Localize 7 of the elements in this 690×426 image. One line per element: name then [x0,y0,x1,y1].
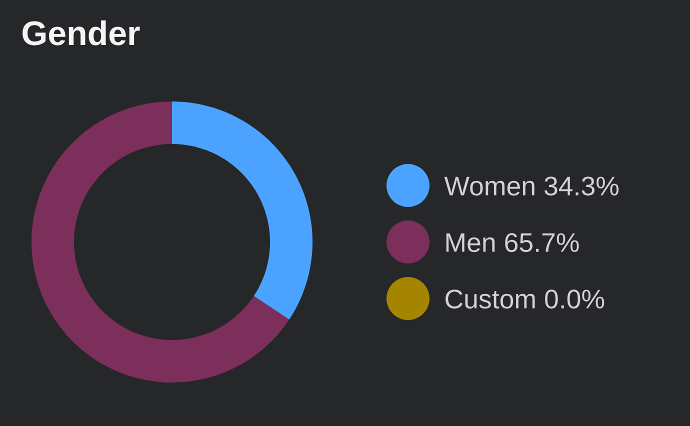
legend-label: Custom [446,290,535,309]
data-label: 34.3% [544,176,619,196]
chart-title: Gender [22,20,140,46]
data-label: 65.7% [505,233,579,252]
legend-label: Men [446,233,495,252]
text: 0.0% [545,290,604,309]
legend-label: Women [444,176,534,196]
